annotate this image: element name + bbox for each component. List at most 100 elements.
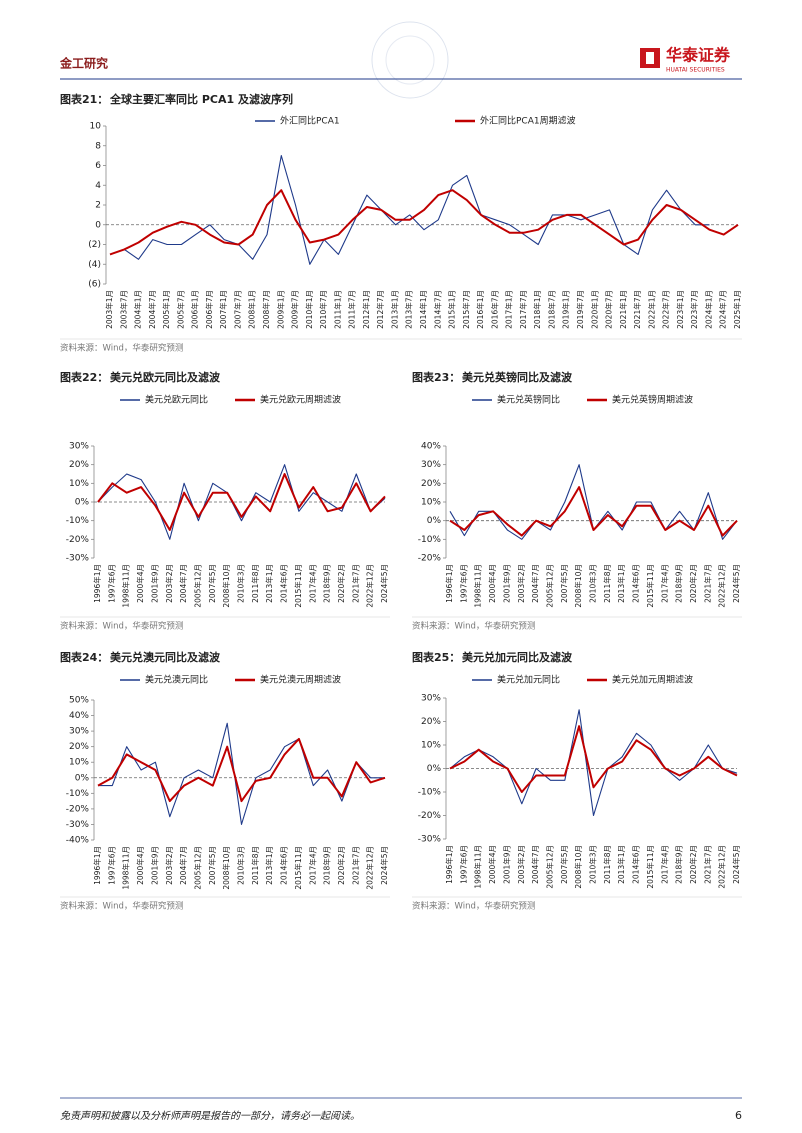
header-decoration — [371, 21, 449, 99]
x-tick-label: 2018年1月 — [532, 290, 542, 329]
figure-label: 图表21： — [60, 92, 108, 106]
x-tick-label: 1996年1月 — [444, 564, 454, 603]
x-tick-label: 2022年12月 — [365, 846, 375, 890]
x-tick-label: 2013年1月 — [264, 564, 274, 603]
y-tick-label: 10% — [421, 741, 441, 751]
y-tick-label: 20% — [421, 479, 441, 489]
page-number: 6 — [735, 1109, 742, 1122]
x-tick-label: 2011年8月 — [250, 846, 260, 885]
legend-label: 美元兑加元同比 — [497, 674, 560, 686]
x-tick-label: 2009年1月 — [275, 290, 285, 329]
x-tick-label: 2007年5月 — [559, 564, 569, 603]
x-tick-label: 2012年1月 — [361, 290, 371, 329]
x-tick-label: 2014年7月 — [432, 290, 442, 329]
x-tick-label: 2000年4月 — [135, 564, 145, 603]
x-tick-label: 2019年1月 — [561, 290, 571, 329]
logo-icon-inner — [646, 52, 654, 64]
y-tick-label: 50% — [69, 696, 89, 706]
logo-subtext: HUATAI SECURITIES — [666, 67, 725, 74]
x-tick-label: 2008年7月 — [261, 290, 271, 329]
x-tick-label: 2013年1月 — [616, 845, 626, 884]
x-tick-label: 2019年7月 — [575, 290, 585, 329]
x-tick-label: 2003年7月 — [118, 290, 128, 329]
figure-label: 图表25： — [412, 650, 460, 664]
x-tick-label: 2015年11月 — [293, 846, 303, 890]
x-tick-label: 2017年1月 — [504, 290, 514, 329]
legend-label: 美元兑欧元同比 — [145, 394, 208, 406]
x-tick-label: 2009年7月 — [290, 290, 300, 329]
y-tick-label: 0% — [75, 498, 90, 508]
x-tick-label: 1996年1月 — [92, 846, 102, 885]
x-tick-label: 2004年7月 — [530, 845, 540, 884]
x-tick-label: 2020年2月 — [336, 564, 346, 603]
x-tick-label: 2021年1月 — [618, 290, 628, 329]
y-tick-label: (4) — [88, 260, 101, 270]
figure-title: 美元兑欧元同比及滤波 — [110, 370, 221, 384]
figure-title: 美元兑英镑同比及滤波 — [462, 370, 573, 384]
x-tick-label: 2003年1月 — [104, 290, 114, 329]
x-tick-label: 2007年1月 — [218, 290, 228, 329]
x-tick-label: 2008年10月 — [221, 564, 231, 608]
y-tick-label: 20% — [421, 717, 441, 727]
y-tick-label: -10% — [418, 788, 442, 798]
x-tick-label: 2005年12月 — [544, 564, 554, 608]
y-tick-label: (6) — [88, 280, 101, 290]
y-tick-label: 2 — [95, 201, 101, 211]
x-tick-label: 2005年12月 — [192, 564, 202, 608]
x-tick-label: 2023年1月 — [675, 290, 685, 329]
x-tick-label: 2012年7月 — [375, 290, 385, 329]
x-tick-label: 2016年1月 — [475, 290, 485, 329]
figure-title: 全球主要汇率同比 PCA1 及滤波序列 — [109, 92, 293, 106]
x-tick-label: 2007年7月 — [232, 290, 242, 329]
x-tick-label: 2023年7月 — [689, 290, 699, 329]
x-tick-label: 2024年5月 — [731, 845, 741, 884]
x-tick-label: 2022年12月 — [717, 564, 727, 608]
legend-label: 美元兑加元周期滤波 — [612, 674, 693, 686]
x-tick-label: 2004年7月 — [178, 846, 188, 885]
x-tick-label: 1998年11月 — [473, 564, 483, 608]
x-tick-label: 2020年2月 — [336, 846, 346, 885]
x-tick-label: 2006年7月 — [204, 290, 214, 329]
x-tick-label: 2001年9月 — [149, 846, 159, 885]
series-line — [109, 189, 739, 256]
x-tick-label: 2011年8月 — [250, 564, 260, 603]
y-tick-label: 8 — [95, 141, 101, 151]
series-line — [449, 725, 738, 793]
y-tick-label: -30% — [418, 835, 442, 845]
x-tick-label: 2018年9月 — [674, 564, 684, 603]
series-line — [449, 486, 738, 537]
x-tick-label: 2018年9月 — [322, 564, 332, 603]
source-note: 资料来源：Wind，华泰研究预测 — [412, 901, 535, 912]
x-tick-label: 2003年2月 — [164, 564, 174, 603]
x-tick-label: 2017年4月 — [307, 846, 317, 885]
x-tick-label: 2013年1月 — [616, 564, 626, 603]
y-tick-label: -40% — [66, 836, 90, 846]
x-tick-label: 2001年9月 — [501, 845, 511, 884]
x-tick-label: 2022年1月 — [646, 290, 656, 329]
x-tick-label: 2007年5月 — [559, 845, 569, 884]
series-line — [97, 737, 386, 803]
y-tick-label: 30% — [69, 727, 89, 737]
x-tick-label: 2025年1月 — [732, 290, 742, 329]
x-tick-label: 2004年7月 — [147, 290, 157, 329]
x-tick-label: 2021年7月 — [702, 564, 712, 603]
y-tick-label: 10% — [421, 498, 441, 508]
x-tick-label: 2008年10月 — [573, 564, 583, 608]
x-tick-label: 2021年7月 — [350, 846, 360, 885]
x-tick-label: 2022年12月 — [717, 845, 727, 889]
legend-label: 美元兑澳元周期滤波 — [260, 674, 341, 686]
x-tick-label: 2005年1月 — [161, 290, 171, 329]
x-tick-label: 2024年5月 — [379, 564, 389, 603]
x-tick-label: 2000年4月 — [487, 845, 497, 884]
series-line — [109, 155, 710, 265]
x-tick-label: 2024年7月 — [718, 290, 728, 329]
x-tick-label: 2015年11月 — [645, 845, 655, 889]
x-tick-label: 2015年11月 — [293, 564, 303, 608]
y-tick-label: 0% — [427, 764, 442, 774]
x-tick-label: 2017年7月 — [518, 290, 528, 329]
x-tick-label: 2020年2月 — [688, 845, 698, 884]
x-tick-label: 2010年3月 — [236, 564, 246, 603]
y-tick-label: -30% — [66, 820, 90, 830]
x-tick-label: 2017年4月 — [659, 845, 669, 884]
series-line — [449, 709, 738, 817]
